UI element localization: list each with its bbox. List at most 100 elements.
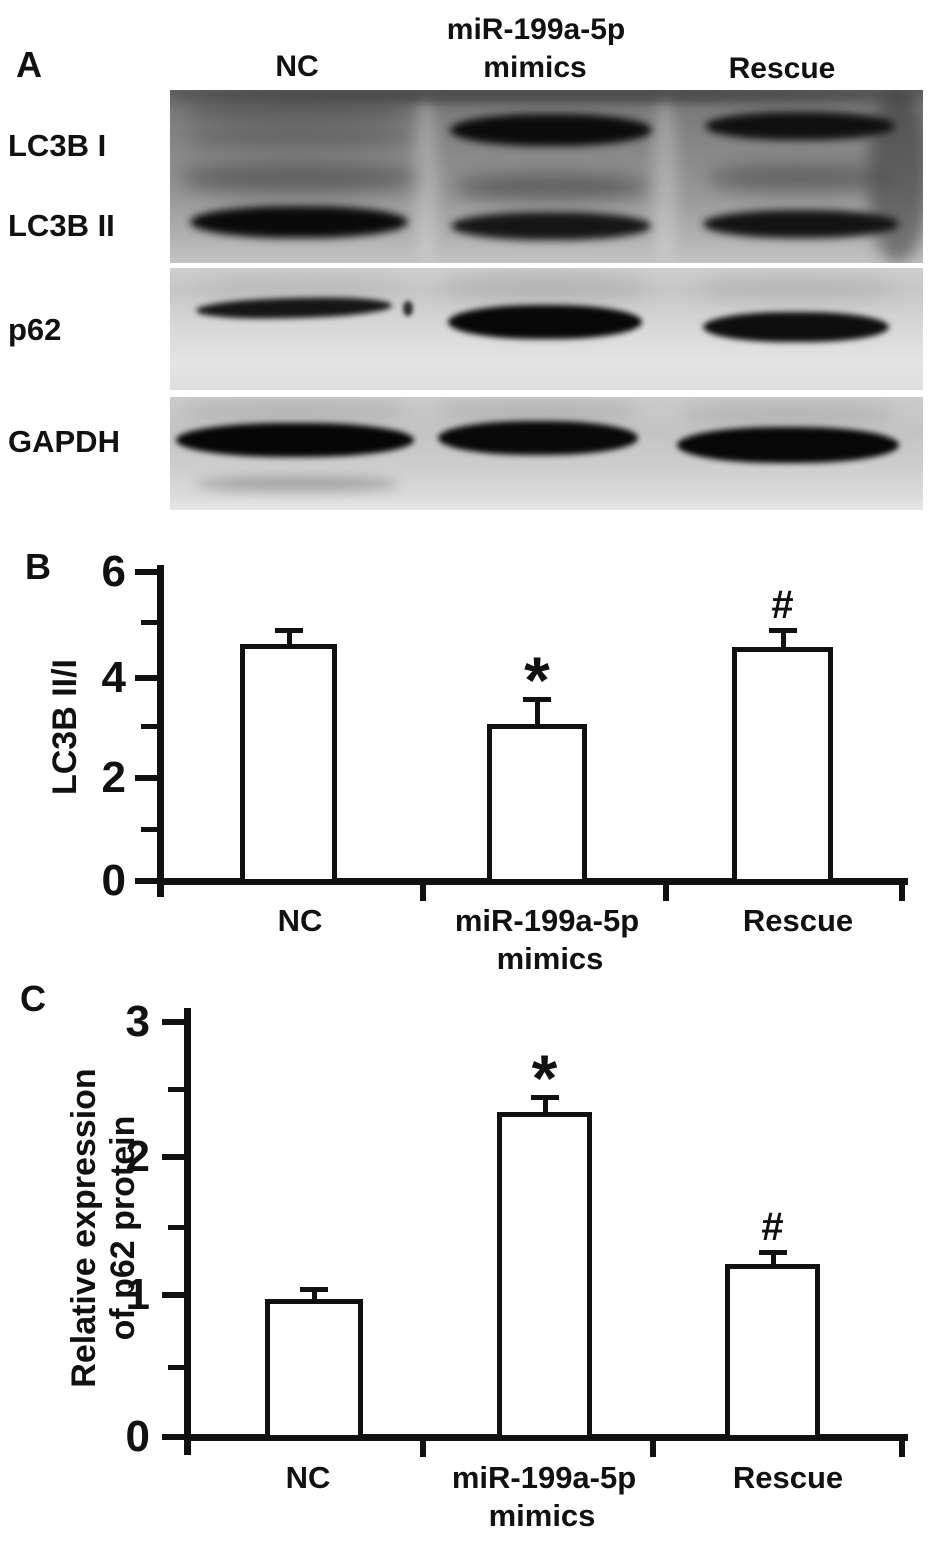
y-tick-minor (168, 1087, 184, 1092)
band-lc3b1-lane-rescue (705, 112, 895, 140)
band-p62-lane-mimics (448, 305, 642, 339)
blot-panel-lc3b (170, 90, 923, 263)
band-gapdh-lane-mimics (438, 421, 638, 455)
blot-row-label-lc3b1: LC3B I (8, 128, 107, 163)
band-smear-lane-nc (178, 162, 418, 194)
band-lc3b2-lane-nc (190, 206, 408, 238)
y-tick-major (162, 1434, 184, 1440)
y-tick-major (135, 775, 157, 781)
panel-b-chart: 6 4 2 0 LC3B II/I * # (0, 540, 945, 1010)
y-axis-title-line2: of p62 protein (104, 1115, 143, 1341)
error-bar-cap (768, 627, 797, 633)
panel-a-letter: A (16, 44, 42, 85)
y-tick-label: 6 (101, 547, 126, 596)
y-tick-label: 4 (101, 653, 126, 702)
y-tick-major (135, 675, 157, 681)
y-axis-title: LC3B II/I (46, 567, 86, 887)
x-label-rescue: Rescue (742, 903, 854, 938)
panel-b-letter: B (25, 546, 51, 587)
x-tick (420, 885, 426, 901)
band-lc3b1-lane-mimics (450, 114, 652, 146)
blot-shade (435, 401, 640, 421)
bar-group-mimics: * (497, 975, 592, 1544)
y-tick-minor (141, 827, 157, 832)
x-label-mimics-line2: mimics (488, 1498, 596, 1533)
bar-rescue (732, 646, 833, 884)
y-tick-major (135, 878, 157, 884)
y-tick-minor (141, 724, 157, 729)
lane-header-nc: NC (275, 50, 319, 83)
error-bar-stem (312, 1289, 317, 1299)
band-gapdh-smudge (195, 477, 400, 491)
x-label-rescue: Rescue (732, 1460, 844, 1495)
blot-row-label-lc3b2: LC3B II (8, 208, 115, 243)
blot-shade (695, 276, 895, 300)
bar-nc (265, 1298, 363, 1440)
x-tick (420, 1441, 426, 1457)
blot-panel-gapdh (170, 397, 923, 510)
band-gapdh-lane-rescue (677, 427, 899, 463)
band-lc3b2-lane-mimics (451, 212, 651, 240)
y-axis-line (157, 565, 164, 897)
band-p62-speck (403, 301, 413, 316)
error-bar-cap (530, 1094, 559, 1100)
lane-header-rescue: Rescue (728, 52, 836, 85)
error-bar-stem (780, 629, 786, 647)
bar-group-mimics: * (487, 540, 587, 1010)
bar-mimics (487, 723, 587, 884)
blot-shade (190, 276, 405, 296)
y-axis-title-text: LC3B II/I (46, 658, 84, 796)
blot-shade (180, 401, 410, 421)
blot-panel-p62 (170, 268, 923, 390)
x-label-nc: NC (277, 903, 323, 938)
error-bar-stem (286, 630, 292, 645)
bar-rescue (725, 1264, 820, 1440)
bar-nc (240, 644, 337, 884)
bar-mimics (497, 1111, 592, 1440)
band-p62-lane-nc (195, 295, 393, 321)
error-bar-cap (758, 1249, 787, 1255)
significance-marker: * (531, 1040, 558, 1115)
y-axis-title-line1: Relative expression (65, 1068, 103, 1388)
y-tick-minor (168, 1225, 184, 1230)
x-label-mimics-line2: mimics (496, 941, 604, 976)
lane-header-mimics-line2: mimics (483, 51, 587, 84)
x-label-nc: NC (285, 1460, 331, 1495)
y-tick-label: 3 (125, 997, 150, 1046)
blot-shade (440, 274, 650, 300)
y-tick-label: 2 (125, 1132, 150, 1181)
band-gapdh-lane-nc (176, 423, 414, 457)
significance-marker: # (761, 1204, 784, 1249)
y-tick-label: 1 (125, 1270, 150, 1319)
bar-group-rescue: # (732, 540, 833, 1010)
error-bar-cap (274, 628, 303, 634)
band-lc3b2-lane-rescue (703, 210, 899, 238)
significance-marker: * (524, 642, 550, 717)
lane-header-mimics-line1: miR-199a-5p (446, 13, 626, 46)
y-axis-title: Relative expression of p62 protein (65, 1008, 145, 1448)
western-blot-image (170, 90, 923, 510)
band-p62-lane-rescue (703, 312, 889, 342)
y-tick-major (135, 569, 157, 575)
blot-row-label-p62: p62 (8, 312, 62, 347)
lane-gap (414, 100, 438, 260)
error-bar-cap (523, 696, 551, 702)
x-tick (650, 1441, 656, 1457)
x-tick (663, 885, 669, 901)
y-tick-major (162, 1154, 184, 1160)
x-label-mimics-line1: miR-199a-5p (451, 1460, 637, 1495)
y-tick-major (162, 1292, 184, 1298)
y-tick-minor (141, 620, 157, 625)
error-bar-stem (542, 1096, 548, 1112)
y-axis-line (184, 1008, 191, 1455)
bar-group-nc (240, 540, 337, 1010)
x-label-mimics-line1: miR-199a-5p (454, 903, 640, 938)
blot-shade (680, 403, 895, 423)
band-lc3b1-lane-nc (184, 126, 412, 148)
significance-marker: # (771, 582, 794, 627)
y-tick-label: 2 (101, 753, 126, 802)
panel-c-letter: C (20, 978, 46, 1019)
band-smear-lane-rescue (707, 164, 893, 192)
blot-row-label-gapdh: GAPDH (8, 424, 120, 459)
